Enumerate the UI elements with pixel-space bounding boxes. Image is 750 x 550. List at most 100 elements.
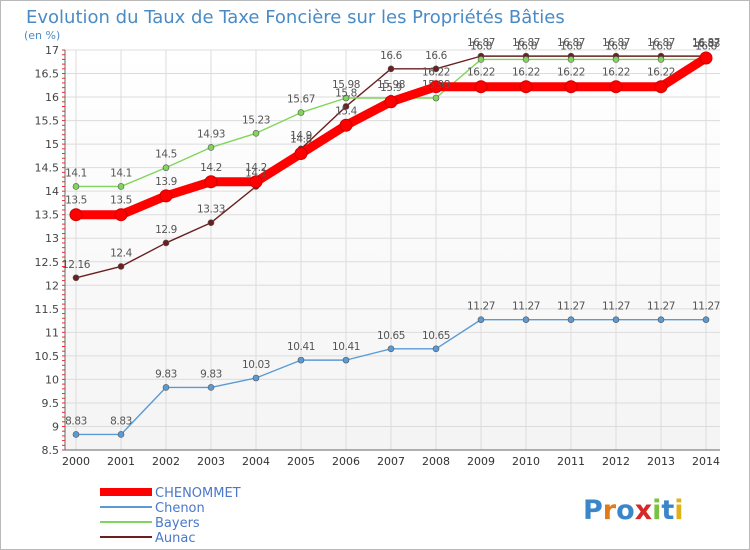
data-label-aunac: 16.6: [425, 50, 447, 62]
data-point-chenon: [612, 316, 620, 323]
y-tick-label: 12: [45, 279, 59, 292]
data-point-chenon: [477, 316, 485, 323]
data-label-bayers: 15.98: [332, 79, 360, 91]
data-label-chenon: 9.83: [200, 368, 222, 380]
x-tick-label: 2000: [62, 455, 90, 468]
y-tick-label: 17: [45, 44, 59, 57]
logo-letter: i: [674, 495, 683, 526]
data-point-aunac: [432, 65, 440, 73]
data-label-chenommet: 13.9: [155, 176, 177, 188]
data-label-chenommet: 16.83: [692, 38, 720, 50]
data-label-chenommet: 14.2: [245, 162, 267, 174]
data-point-aunac: [117, 263, 125, 270]
data-label-aunac: 16.87: [467, 37, 495, 49]
data-label-chenon: 10.03: [242, 359, 270, 371]
data-label-chenon: 8.83: [110, 415, 132, 427]
data-label-aunac: 14.1: [245, 167, 267, 179]
data-point-chenommet: [294, 147, 308, 161]
chart-title: Evolution du Taux de Taxe Foncière sur l…: [26, 7, 565, 28]
data-point-chenommet: [204, 175, 218, 189]
data-label-aunac: 16.87: [647, 37, 675, 49]
x-tick-label: 2011: [557, 455, 585, 468]
data-point-chenon: [657, 316, 665, 323]
data-label-aunac: 12.16: [62, 259, 91, 271]
data-point-chenommet: [654, 80, 668, 94]
logo-text: Proxiti: [583, 495, 684, 526]
y-tick-label: 16.5: [35, 68, 60, 81]
y-tick-label: 12.5: [35, 256, 60, 269]
y-tick-label: 13.5: [35, 209, 60, 222]
y-tick-label: 9: [52, 420, 59, 433]
data-label-aunac: 16.87: [602, 37, 630, 49]
legend-label-aunac: Aunac: [155, 531, 196, 546]
data-point-aunac: [342, 103, 350, 110]
data-label-bayers: 16.8: [650, 40, 672, 52]
data-label-chenommet: 14.8: [290, 134, 312, 146]
data-point-chenon: [162, 384, 170, 391]
data-label-aunac: 16.6: [380, 50, 402, 62]
data-label-bayers: 16.8: [605, 40, 627, 52]
data-label-chenon: 11.27: [557, 301, 585, 313]
data-point-bayers: [522, 56, 530, 63]
data-label-aunac: 12.9: [155, 224, 177, 236]
data-point-bayers: [162, 164, 170, 171]
data-point-chenommet: [384, 95, 398, 109]
data-point-bayers: [567, 56, 575, 63]
data-point-chenommet: [249, 175, 263, 189]
data-point-aunac: [207, 219, 215, 227]
data-label-chenommet: 16.22: [467, 67, 495, 79]
data-point-chenon: [567, 316, 575, 323]
data-label-chenommet: 16.22: [602, 67, 630, 79]
data-point-chenommet: [69, 208, 83, 222]
y-tick-label: 10: [45, 373, 59, 386]
data-point-aunac: [162, 239, 170, 247]
logo-letter: P: [583, 495, 603, 526]
data-point-chenon: [387, 345, 395, 353]
x-tick-label: 2005: [287, 455, 315, 468]
data-label-aunac: 12.4: [110, 247, 132, 259]
y-tick-label: 8.5: [42, 444, 60, 457]
data-labels: 12.16 12.4 12.9 13.33 14.1 14.9 15.8 16.6 16.6 16…: [62, 37, 720, 427]
data-label-chenon: 8.83: [65, 415, 87, 427]
series-group: [69, 51, 713, 438]
data-label-bayers: 15.67: [287, 94, 315, 106]
data-point-aunac: [72, 274, 80, 282]
data-label-chenon: 10.65: [422, 330, 450, 342]
logo-letter: i: [652, 495, 661, 526]
data-point-chenon: [252, 374, 260, 382]
y-tick-label: 11: [45, 326, 59, 339]
data-label-chenommet: 16.22: [422, 67, 450, 79]
data-point-bayers: [342, 94, 350, 102]
x-tick-label: 2013: [647, 455, 675, 468]
legend-label-bayers: Bayers: [155, 516, 200, 531]
data-point-chenon: [432, 345, 440, 353]
data-point-chenon: [522, 316, 530, 323]
y-tick-label: 15.5: [35, 115, 60, 128]
data-label-chenommet: 14.2: [200, 162, 222, 174]
axes: 8.5 9 9.5 10 10.5 11 11.5 12 12.5 13 13.5 14 14.5 15 1…: [35, 44, 720, 468]
data-label-bayers: 14.1: [65, 167, 87, 179]
data-point-chenon: [342, 356, 350, 364]
data-point-bayers: [207, 144, 215, 151]
data-point-chenommet: [429, 80, 443, 94]
data-point-chenon: [207, 384, 215, 391]
y-tick-label: 14.5: [35, 162, 60, 175]
logo-letter: x: [635, 495, 652, 526]
data-label-chenon: 11.27: [467, 301, 495, 313]
data-label-bayers: 16.8: [470, 40, 492, 52]
x-tick-label: 2001: [107, 455, 135, 468]
y-tick-label: 11.5: [35, 303, 60, 316]
data-label-chenommet: 13.5: [110, 195, 132, 207]
data-label-chenommet: 16.22: [557, 67, 585, 79]
y-tick-label: 13: [45, 232, 59, 245]
y-tick-label: 16: [45, 91, 59, 104]
x-tick-label: 2014: [692, 455, 720, 468]
data-label-chenon: 9.83: [155, 368, 177, 380]
data-point-bayers: [72, 183, 80, 190]
proxiti-logo: Proxiti: [583, 495, 684, 526]
data-label-chenommet: 16.22: [647, 67, 675, 79]
y-tick-label: 14: [45, 185, 59, 198]
x-tick-label: 2012: [602, 455, 630, 468]
data-label-aunac: 16.87: [692, 37, 720, 49]
data-label-bayers: 16.8: [695, 40, 717, 52]
